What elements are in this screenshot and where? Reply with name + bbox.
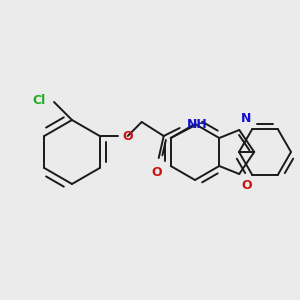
Text: NH: NH — [187, 118, 208, 130]
Text: O: O — [241, 179, 252, 192]
Text: O: O — [152, 166, 162, 179]
Text: O: O — [123, 130, 133, 142]
Text: Cl: Cl — [33, 94, 46, 106]
Text: N: N — [241, 112, 252, 125]
